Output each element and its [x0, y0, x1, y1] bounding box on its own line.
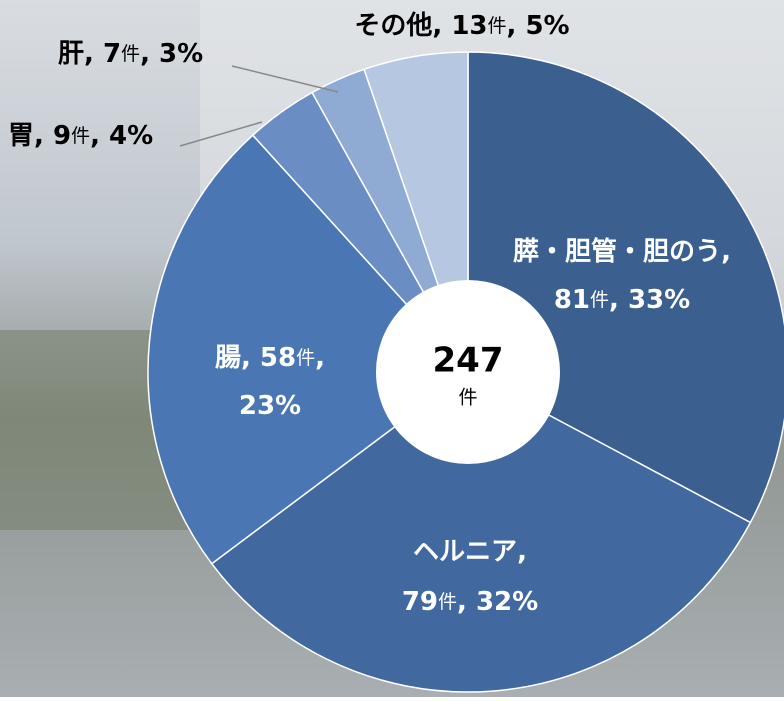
total-value: 247: [433, 341, 504, 381]
category-label: 腸: [215, 343, 241, 373]
category-label: その他: [354, 11, 432, 41]
separator: ,: [609, 285, 628, 315]
data-label: 膵・胆管・胆のう,: [513, 237, 731, 267]
separator: ,: [507, 11, 526, 41]
separator: ,: [90, 121, 109, 151]
data-label: 腸, 58件,: [215, 343, 325, 373]
separator: ,: [140, 39, 159, 69]
count-label: 7: [103, 39, 121, 69]
separator: ,: [432, 11, 451, 41]
chart: 247 件 膵・胆管・胆のう, 81件, 33%ヘルニア, 79件, 32%腸,…: [0, 0, 784, 697]
unit-label: 件: [590, 289, 609, 311]
unit-label: 件: [488, 15, 507, 37]
percent-label: 4%: [109, 121, 153, 151]
count-label: 81: [554, 285, 590, 315]
count-label: 9: [53, 121, 71, 151]
percent-label: 5%: [525, 11, 569, 41]
count-label: 13: [451, 11, 487, 41]
count-label: 79: [402, 587, 438, 617]
percent-label: 32%: [476, 587, 538, 617]
data-label: 胃, 9件, 4%: [8, 121, 153, 151]
unit-label: 件: [438, 591, 457, 613]
category-label: 肝: [58, 39, 84, 69]
category-label: ヘルニア: [413, 537, 517, 567]
separator: ,: [517, 537, 527, 567]
separator: ,: [34, 121, 53, 151]
separator: ,: [241, 343, 260, 373]
data-label: その他, 13件, 5%: [354, 11, 569, 41]
percent-label: 3%: [159, 39, 203, 69]
separator: ,: [315, 343, 325, 373]
data-label: 肝, 7件, 3%: [58, 39, 203, 69]
separator: ,: [457, 587, 476, 617]
separator: ,: [721, 237, 731, 267]
data-label: ヘルニア,: [413, 537, 527, 567]
unit-label: 件: [71, 125, 90, 147]
percent-label: 23%: [239, 391, 301, 421]
unit-label: 件: [121, 43, 140, 65]
percent-label: 33%: [628, 285, 690, 315]
data-label: 81件, 33%: [554, 285, 690, 315]
total-unit: 件: [458, 387, 477, 409]
separator: ,: [84, 39, 103, 69]
data-label: 23%: [239, 391, 301, 421]
category-label: 膵・胆管・胆のう: [513, 237, 721, 267]
count-label: 58: [260, 343, 296, 373]
category-label: 胃: [8, 121, 34, 151]
unit-label: 件: [296, 347, 315, 369]
data-label: 79件, 32%: [402, 587, 538, 617]
